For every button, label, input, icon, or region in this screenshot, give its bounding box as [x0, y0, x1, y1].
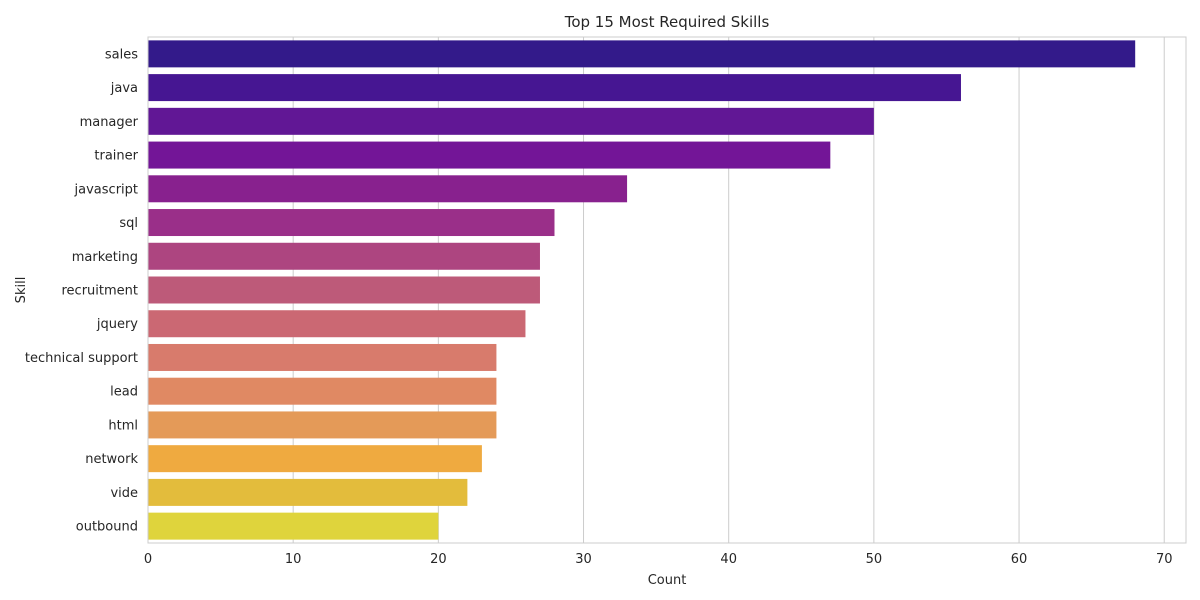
y-tick-label: sales — [105, 47, 138, 62]
y-tick-labels: sales java manager trainer javascript sql mark… — [25, 47, 139, 534]
bar-manager — [148, 107, 874, 135]
x-tick-label: 40 — [720, 552, 737, 567]
x-tick-label: 30 — [575, 552, 592, 567]
x-tick-label: 70 — [1156, 552, 1173, 567]
x-tick-label: 10 — [285, 552, 302, 567]
y-tick-label: trainer — [94, 149, 138, 164]
y-tick-label: jquery — [96, 317, 138, 332]
y-tick-label: outbound — [76, 520, 138, 535]
x-tick-labels: 0 10 20 30 40 50 60 70 — [144, 552, 1173, 567]
bar-jquery — [148, 310, 526, 338]
y-tick-label: network — [85, 452, 138, 467]
y-tick-label: technical support — [25, 351, 138, 366]
x-tick-label: 0 — [144, 552, 152, 567]
bar-sales — [148, 40, 1136, 68]
y-tick-label: html — [108, 418, 138, 433]
y-tick-label: sql — [119, 216, 138, 231]
y-tick-label: recruitment — [62, 284, 139, 299]
bar-network — [148, 445, 482, 473]
x-tick-label: 60 — [1011, 552, 1028, 567]
bar-html — [148, 411, 497, 439]
bar-outbound — [148, 512, 439, 540]
bar-javascript — [148, 175, 628, 203]
bar-technical-support — [148, 343, 497, 371]
bar-java — [148, 74, 961, 102]
y-tick-label: vide — [110, 486, 138, 501]
bar-recruitment — [148, 276, 540, 304]
bar-trainer — [148, 141, 831, 169]
bar-lead — [148, 377, 497, 405]
bar-sql — [148, 209, 555, 237]
bar-marketing — [148, 242, 540, 270]
plot-frame — [147, 36, 1187, 544]
y-tick-label: java — [110, 81, 138, 96]
y-axis-label: Skill — [14, 277, 29, 304]
y-tick-label: lead — [110, 385, 138, 400]
y-tick-label: marketing — [72, 250, 138, 265]
bars — [148, 40, 1136, 540]
chart-title: Top 15 Most Required Skills — [564, 13, 770, 31]
x-axis-label: Count — [648, 573, 687, 588]
y-tick-label: javascript — [74, 182, 138, 197]
y-tick-label: manager — [80, 115, 139, 130]
x-tick-label: 20 — [430, 552, 447, 567]
x-tick-label: 50 — [866, 552, 883, 567]
bar-vide — [148, 478, 468, 506]
